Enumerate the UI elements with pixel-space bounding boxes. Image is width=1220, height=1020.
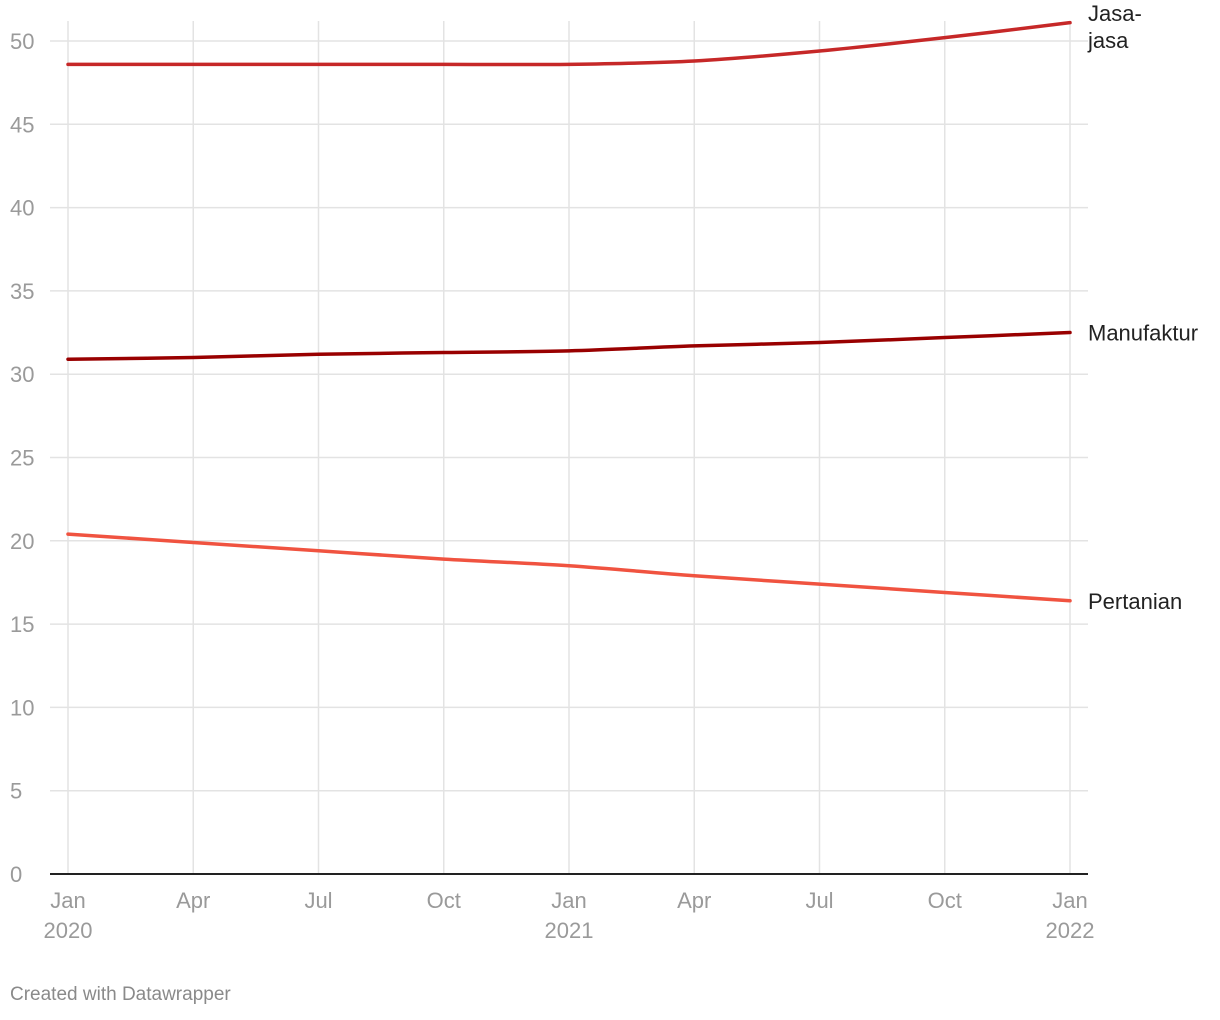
y-tick-label: 45: [10, 112, 34, 137]
y-tick-label: 0: [10, 862, 22, 887]
y-tick-label: 25: [10, 446, 34, 471]
series-label-pertanian: Pertanian: [1088, 589, 1182, 614]
x-tick-label: Jul: [805, 888, 833, 913]
credit-text: Created with Datawrapper: [10, 984, 231, 1005]
y-tick-label: 5: [10, 779, 22, 804]
series-labels: Jasa-jasa Manufaktur Pertanian: [1087, 1, 1198, 614]
series-label-jasa-jasa: Jasa-jasa: [1087, 1, 1142, 53]
x-axis: Jan 2020 Apr Jul Oct Jan 2021 Apr Jul Oct Jan 2022: [44, 888, 1095, 943]
y-tick-label: 10: [10, 695, 34, 720]
x-tick-label: Jan: [1052, 888, 1087, 913]
y-tick-label: 30: [10, 362, 34, 387]
series-lines: [66, 20, 1072, 603]
x-tick-label: Jul: [304, 888, 332, 913]
y-tick-label: 50: [10, 29, 34, 54]
series-line-manufaktur: [66, 330, 1072, 361]
x-tick-year-label: 2020: [44, 918, 93, 943]
x-tick-label: Apr: [176, 888, 210, 913]
y-axis: 0 5 10 15 20 25 30 35 40 45 50: [10, 29, 1088, 887]
series-label-manufaktur: Manufaktur: [1088, 321, 1198, 346]
grid: [50, 21, 1088, 874]
y-tick-label: 35: [10, 279, 34, 304]
series-line-jasa-jasa: [66, 20, 1072, 67]
x-tick-label: Oct: [427, 888, 461, 913]
series-line-pertanian: [66, 532, 1072, 603]
y-tick-label: 15: [10, 612, 34, 637]
x-tick-label: Jan: [50, 888, 85, 913]
y-tick-label: 40: [10, 196, 34, 221]
x-tick-label: Oct: [928, 888, 962, 913]
x-tick-year-label: 2022: [1046, 918, 1095, 943]
x-tick-label: Jan: [551, 888, 586, 913]
x-tick-label: Apr: [677, 888, 711, 913]
x-tick-year-label: 2021: [545, 918, 594, 943]
y-tick-label: 20: [10, 529, 34, 554]
